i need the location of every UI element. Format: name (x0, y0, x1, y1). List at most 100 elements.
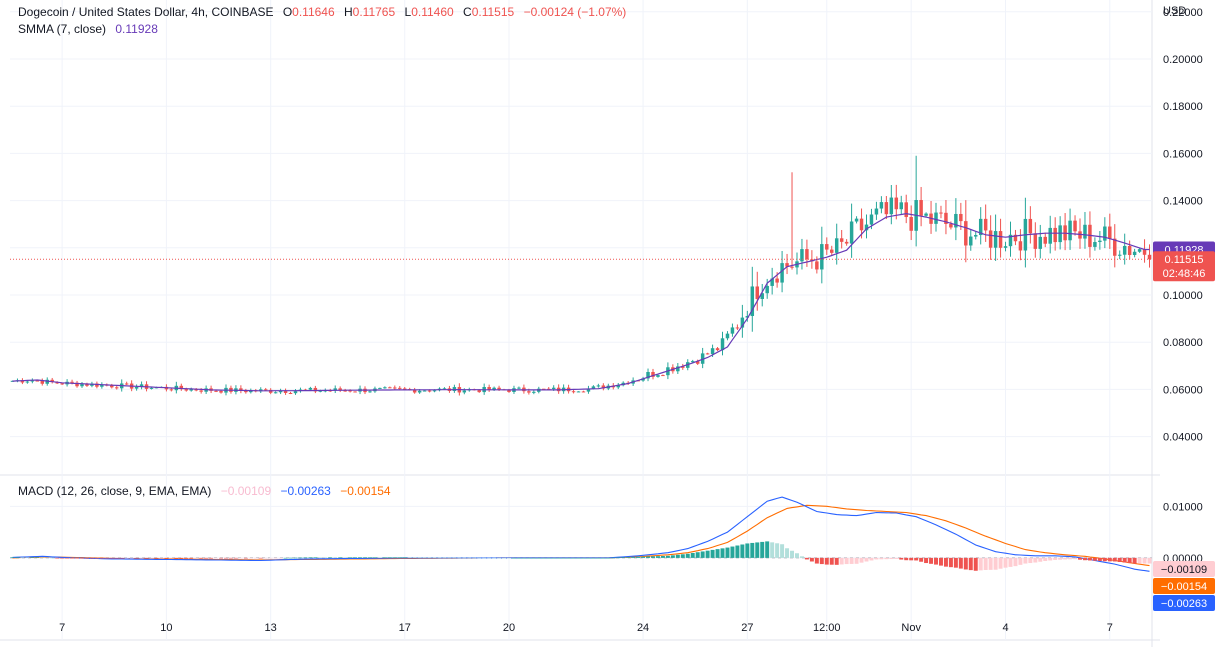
candle-body (695, 361, 700, 364)
macd-histogram-bar (402, 557, 407, 558)
candle-body (1122, 245, 1127, 255)
candle-body (1003, 246, 1008, 248)
time-tick-label: 4 (1002, 622, 1008, 634)
macd-histogram-bar (467, 557, 472, 559)
candle-body (909, 217, 913, 231)
macd-histogram-bar (293, 557, 298, 559)
candle-body (735, 327, 740, 329)
candle-body (596, 385, 601, 387)
macd-histogram-bar (397, 557, 402, 558)
macd-histogram-bar (596, 557, 601, 559)
macd-histogram-bar (1068, 557, 1073, 560)
candle-body (884, 202, 889, 215)
macd-histogram-bar (1018, 557, 1023, 565)
grid-layer (0, 0, 1160, 647)
macd-histogram-bar (99, 557, 104, 559)
macd-histogram-bar (109, 557, 114, 559)
macd-histogram-bar (775, 543, 780, 558)
candle-body (1028, 218, 1033, 234)
candle-body (939, 212, 943, 214)
last-price-badge-text: 0.11515 (1165, 254, 1204, 266)
macd-signal-badge: −0.00154 (1153, 578, 1215, 594)
macd-histogram-bar (154, 557, 159, 559)
macd-legend[interactable]: MACD (12, 26, close, 9, EMA, EMA) −0.001… (18, 484, 391, 498)
macd-histogram-bar (879, 557, 884, 560)
macd-histogram-bar (834, 557, 839, 565)
candle-body (70, 381, 74, 383)
macd-histogram-bar (710, 549, 715, 558)
histogram-layer (10, 541, 1152, 571)
macd-histogram-bar (253, 557, 258, 559)
macd-histogram-bar (497, 557, 502, 559)
macd-histogram-bar (189, 557, 194, 559)
candle-body (1093, 242, 1097, 247)
candle-body (368, 391, 372, 393)
candle-body (353, 391, 357, 393)
macd-histogram-bar (30, 557, 35, 558)
macd-histogram-bar (859, 557, 864, 563)
macd-histogram-bar (50, 557, 55, 559)
macd-histogram-bar (1137, 557, 1142, 564)
macd-histogram-bar (705, 550, 710, 558)
macd-histogram-bar (407, 557, 412, 558)
candle-body (964, 221, 968, 246)
smma-label: SMMA (7, close) (18, 22, 107, 36)
macd-histogram-bar (1043, 557, 1048, 561)
candle-body (944, 212, 948, 224)
candle-body (30, 380, 35, 382)
candle-body (378, 387, 382, 389)
macd-histogram-bar (790, 550, 795, 558)
macd-histogram-bar (457, 557, 462, 559)
macd-histogram-bar (1073, 557, 1078, 560)
smma-legend[interactable]: SMMA (7, close) 0.11928 (18, 22, 158, 36)
candle-body (343, 390, 347, 392)
macd-histogram-bar (258, 557, 263, 559)
candle-body (293, 391, 298, 394)
price-tick-label: 0.10000 (1163, 290, 1203, 302)
macd-histogram-bar (179, 557, 184, 559)
candle-body (517, 387, 521, 389)
macd-histogram-bar (993, 557, 998, 570)
macd-histogram-bar (184, 557, 189, 559)
macd-histogram-bar (507, 557, 511, 559)
last-price-badge: 0.11515 02:48:46 (1153, 251, 1215, 282)
macd-histogram-bar (1053, 557, 1058, 560)
candle-body (412, 389, 417, 393)
candle-body (571, 391, 576, 393)
macd-histogram-bar (392, 557, 397, 558)
candle-body (45, 379, 49, 384)
macd-histogram-bar (943, 557, 948, 567)
macd-histogram-bar (328, 557, 333, 558)
candle-body (432, 390, 437, 392)
candle-body (641, 378, 645, 381)
macd-histogram-bar (715, 549, 720, 558)
macd-histogram-bar (367, 557, 372, 558)
candle-body (755, 286, 760, 299)
macd-histogram-bar (799, 556, 804, 558)
axis-layer: USD0.040000.060000.080000.100000.120000.… (59, 5, 1203, 634)
macd-histogram-bar (174, 557, 179, 559)
candle-body (527, 391, 531, 393)
macd-histogram-bar (243, 557, 248, 559)
macd-histogram-bar (914, 557, 919, 561)
candle-body (288, 392, 293, 394)
candle-body (1033, 233, 1038, 249)
candle-body (1018, 241, 1023, 251)
candle-body (546, 388, 551, 390)
candle-body (1103, 226, 1107, 241)
macd-histogram-bar (919, 557, 924, 562)
price-tick-label: 0.14000 (1163, 196, 1203, 208)
candle-body (115, 387, 119, 389)
macd-histogram-bar (303, 557, 308, 559)
macd-histogram-bar (968, 557, 973, 571)
macd-histogram-bar (899, 557, 904, 560)
macd-histogram-bar (606, 557, 611, 559)
macd-histogram-bar (795, 553, 799, 558)
macd-histogram-bar (412, 557, 417, 558)
macd-histogram-bar (462, 557, 467, 559)
macd-histogram-bar (616, 557, 621, 559)
macd-histogram-bar (745, 543, 750, 558)
macd-histogram-bar (735, 545, 740, 558)
